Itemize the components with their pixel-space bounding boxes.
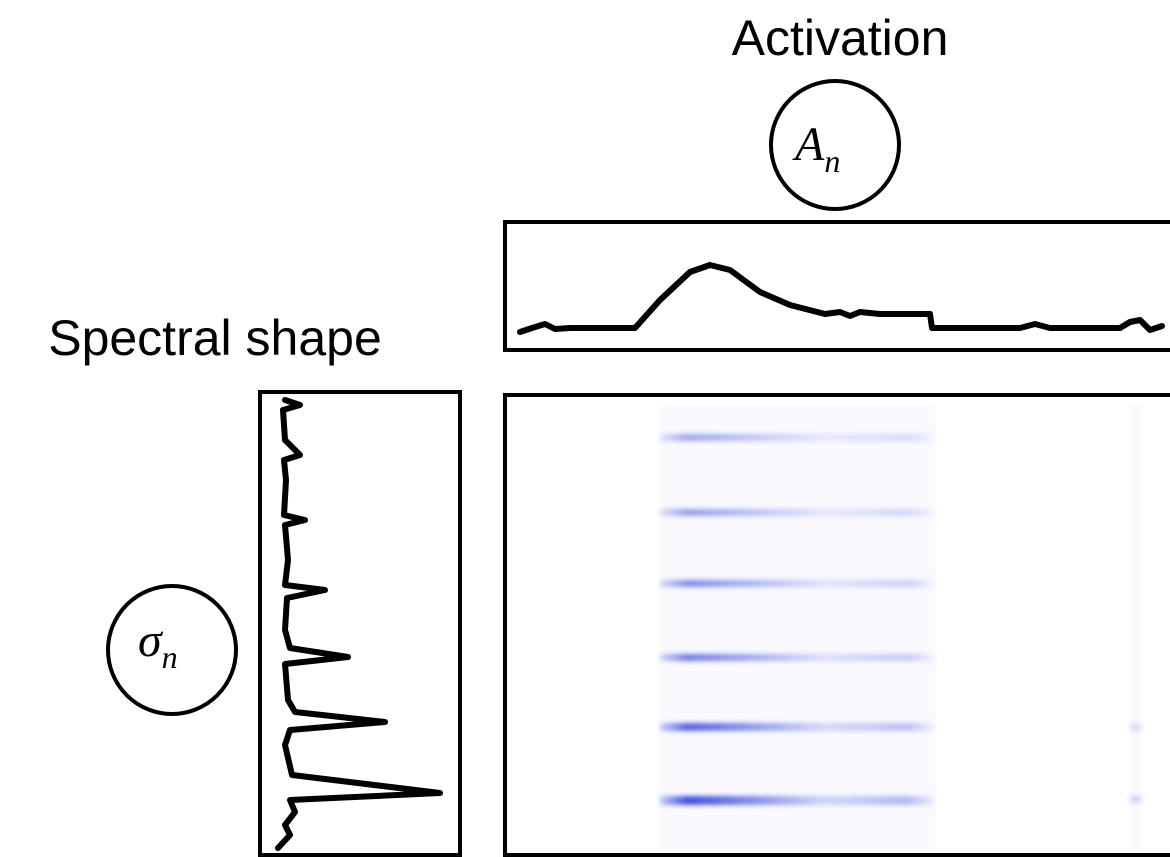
spectral-curve xyxy=(275,397,443,851)
spectral-shape-label: Spectral shape xyxy=(48,310,382,366)
subscript: n xyxy=(824,143,840,179)
symbol: σ xyxy=(138,614,164,667)
spectral-box xyxy=(258,390,462,857)
activation-label: Activation xyxy=(732,10,949,66)
spectrogram-box xyxy=(503,393,1170,857)
activation-curve xyxy=(517,262,1165,335)
spectrogram xyxy=(660,434,1142,805)
spectral-symbol: σn xyxy=(138,614,178,675)
activation-node xyxy=(769,79,901,211)
activation-symbol: An xyxy=(792,118,840,179)
spectral-node xyxy=(106,584,238,716)
symbol: A xyxy=(792,118,825,171)
subscript: n xyxy=(162,639,178,675)
